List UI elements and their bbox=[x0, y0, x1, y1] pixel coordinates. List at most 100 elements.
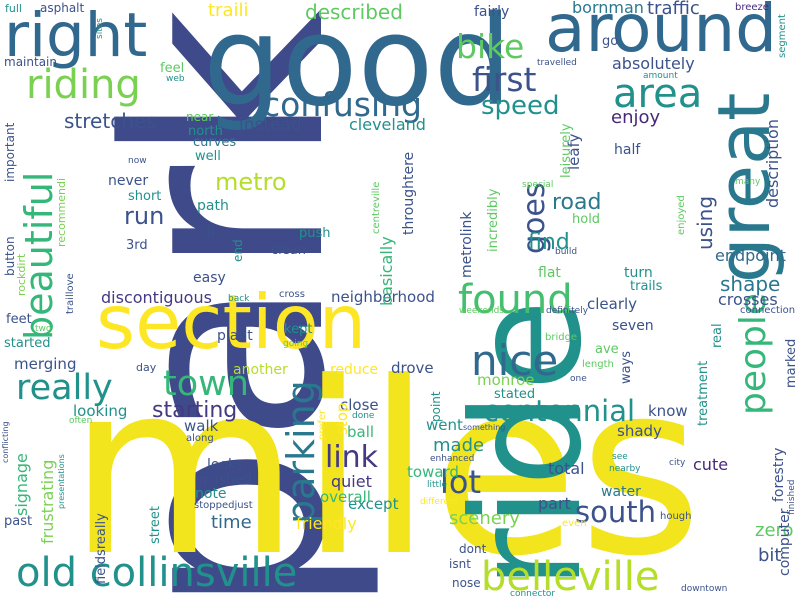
cloud-word: run bbox=[124, 202, 165, 230]
cloud-word: connector bbox=[510, 589, 556, 599]
cloud-word: description bbox=[763, 119, 782, 208]
cloud-word: ave bbox=[595, 342, 619, 357]
cloud-word: breeze bbox=[735, 2, 769, 13]
cloud-word: walk bbox=[184, 417, 219, 435]
cloud-word: rockdirt bbox=[15, 253, 28, 296]
cloud-word: push bbox=[299, 226, 331, 241]
cloud-word: segment bbox=[777, 14, 788, 58]
cloud-word: different bbox=[420, 497, 459, 507]
cloud-word: hough bbox=[660, 511, 692, 522]
cloud-word: real bbox=[710, 323, 725, 348]
cloud-word: feel bbox=[160, 61, 185, 76]
cloud-word: using bbox=[693, 195, 717, 250]
cloud-word: clearly bbox=[587, 295, 638, 313]
cloud-word: nearby bbox=[609, 464, 641, 474]
cloud-word: maintain bbox=[4, 55, 57, 69]
cloud-word: looking bbox=[73, 402, 128, 420]
cloud-word: metro bbox=[215, 168, 287, 196]
cloud-word: find bbox=[528, 230, 570, 255]
cloud-word: stop bbox=[333, 402, 351, 435]
cloud-word: cleveland bbox=[349, 115, 426, 134]
cloud-word: reduce bbox=[330, 362, 379, 378]
cloud-word: miles bbox=[68, 332, 703, 600]
cloud-word: often bbox=[69, 416, 93, 426]
cloud-word: incredibly bbox=[486, 188, 501, 252]
cloud-word: stated bbox=[494, 387, 536, 402]
cloud-word: really bbox=[16, 368, 113, 408]
cloud-word: treatment bbox=[696, 360, 711, 426]
cloud-word: presentations bbox=[57, 454, 66, 509]
cloud-word: scenery bbox=[449, 508, 520, 529]
cloud-word: dont bbox=[459, 542, 487, 556]
cloud-word: water bbox=[601, 484, 641, 500]
cloud-word: along bbox=[186, 433, 214, 444]
cloud-word: signage bbox=[12, 453, 31, 516]
cloud-word: described bbox=[305, 0, 403, 24]
cloud-word: another bbox=[233, 362, 288, 378]
cloud-word: ways bbox=[619, 350, 634, 384]
cloud-word: path bbox=[197, 198, 229, 214]
cloud-word: recommendi bbox=[55, 177, 68, 247]
cloud-word: sites bbox=[95, 18, 105, 39]
cloud-word: seven bbox=[612, 318, 654, 334]
cloud-word: looks bbox=[207, 457, 244, 473]
cloud-word: bridge bbox=[545, 332, 578, 343]
cloud-word: well bbox=[195, 149, 221, 164]
cloud-word: isnt bbox=[449, 557, 471, 571]
cloud-word: close bbox=[340, 396, 379, 414]
cloud-word: lot bbox=[440, 463, 482, 501]
cloud-word: city bbox=[669, 458, 686, 468]
cloud-word: toward bbox=[407, 463, 459, 481]
cloud-word: nose bbox=[452, 576, 481, 590]
cloud-word: bike bbox=[456, 27, 525, 66]
cloud-word: except bbox=[348, 495, 399, 513]
cloud-word: amount bbox=[643, 71, 678, 81]
cloud-word: now bbox=[128, 156, 147, 166]
cloud-word: cute bbox=[693, 455, 729, 474]
cloud-word: link bbox=[325, 440, 379, 475]
cloud-word: centennial bbox=[483, 394, 636, 428]
cloud-word: end bbox=[231, 239, 245, 262]
cloud-word: plant bbox=[217, 328, 253, 344]
cloud-word: cross bbox=[279, 289, 305, 300]
cloud-word: discontiguous bbox=[101, 288, 212, 307]
cloud-word: crosses bbox=[718, 290, 778, 309]
cloud-word: quiet bbox=[331, 472, 372, 491]
cloud-word: past bbox=[4, 514, 33, 529]
cloud-word: belleville bbox=[481, 554, 660, 600]
cloud-word: important bbox=[3, 122, 17, 182]
cloud-word: build bbox=[555, 247, 578, 257]
cloud-word: note bbox=[195, 486, 227, 502]
cloud-word: found bbox=[458, 277, 573, 323]
cloud-word: throughtere bbox=[401, 151, 417, 235]
cloud-word: little bbox=[427, 480, 448, 490]
cloud-word: going bbox=[283, 339, 309, 349]
cloud-word: starting bbox=[152, 398, 238, 423]
cloud-word: speed bbox=[481, 91, 560, 121]
cloud-word: half bbox=[614, 142, 641, 158]
cloud-word: zero bbox=[755, 520, 794, 541]
cloud-word: hold bbox=[572, 212, 601, 227]
cloud-word: see bbox=[612, 452, 628, 462]
cloud-word: street bbox=[148, 505, 163, 544]
cloud-word: trails bbox=[630, 279, 663, 294]
cloud-word: computer bbox=[777, 508, 793, 576]
cloud-word: time bbox=[211, 512, 252, 533]
cloud-word: something bbox=[463, 423, 506, 432]
cloud-word: definitely bbox=[546, 306, 589, 316]
cloud-word: crushed bbox=[196, 472, 252, 488]
cloud-word: around bbox=[545, 0, 778, 67]
cloud-word: merging bbox=[14, 355, 77, 373]
cloud-word: metrolink bbox=[459, 211, 475, 278]
cloud-word: drove bbox=[391, 359, 434, 377]
cloud-word: even bbox=[562, 518, 587, 529]
cloud-word: web bbox=[166, 74, 185, 84]
cloud-word: asphalt bbox=[40, 1, 85, 15]
cloud-word: started bbox=[4, 336, 51, 351]
cloud-word: kept bbox=[284, 322, 313, 337]
cloud-word: good bbox=[203, 0, 513, 134]
cloud-word: south bbox=[575, 495, 656, 529]
cloud-word: bit bbox=[758, 545, 782, 566]
cloud-word: short bbox=[128, 189, 162, 204]
